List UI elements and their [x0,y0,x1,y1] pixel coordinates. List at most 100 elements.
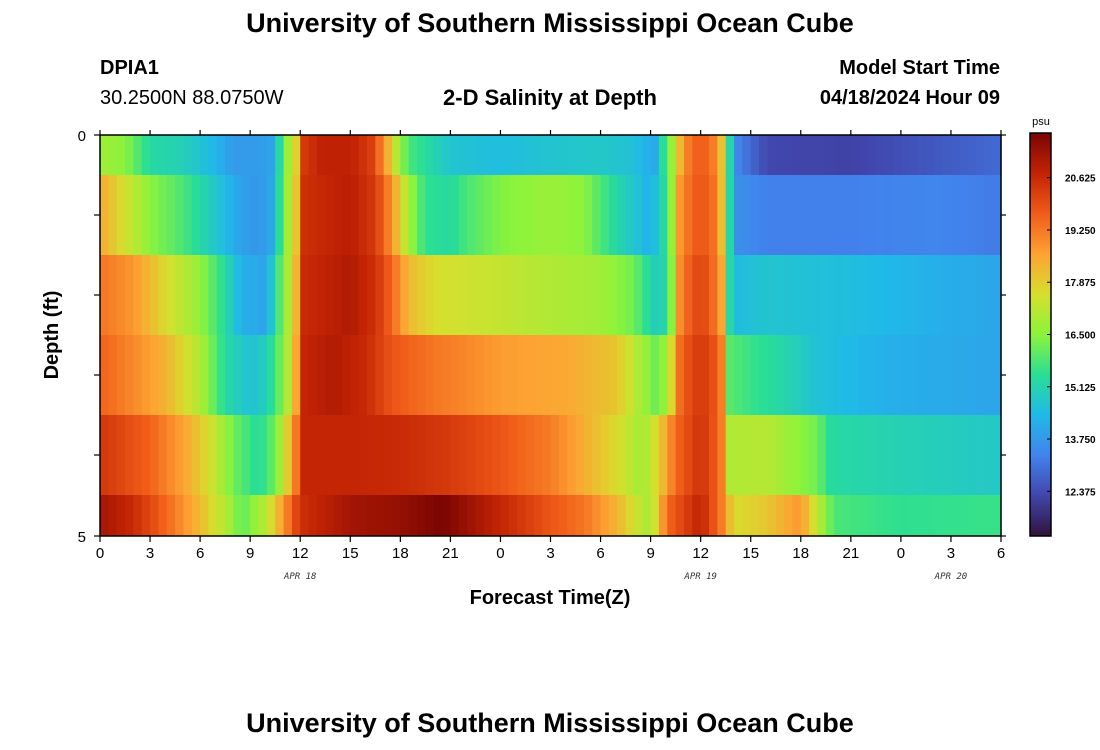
heatmap-cell [483,335,493,415]
heatmap-cell [375,495,385,536]
heatmap-cell [425,135,435,175]
heatmap-cell [734,255,743,335]
colorbar-tick-label: 19.250 [1065,226,1096,237]
heatmap-cell [133,335,143,415]
heatmap-cell [592,495,602,536]
heatmap-cell [575,415,585,495]
heatmap-cell [492,495,502,536]
heatmap-cell [525,175,535,255]
page-title-top: University of Southern Mississippi Ocean… [246,8,854,38]
heatmap-cell [158,335,168,415]
heatmap-cell [125,135,134,175]
heatmap-cell [525,495,535,536]
heatmap-cell [675,415,685,495]
colorbar-tick-label: 12.375 [1065,487,1096,498]
heatmap-cell [884,255,894,335]
heatmap-cell [308,495,318,536]
heatmap-cell [683,335,693,415]
heatmap-cell [867,175,877,255]
heatmap-cell [400,175,410,255]
heatmap-cell [967,495,977,536]
heatmap-cell [258,175,268,255]
heatmap-cell [683,495,693,536]
heatmap-cell [508,175,518,255]
heatmap-cell [859,175,869,255]
heatmap-cell [383,175,393,255]
heatmap-cell [942,335,952,415]
heatmap-cell [692,335,702,415]
heatmap-cell [517,255,527,335]
heatmap-cell [517,135,527,175]
heatmap-cell [925,335,935,415]
heatmap-cell [658,335,668,415]
heatmap-cell [583,175,593,255]
heatmap-cell [425,335,435,415]
heatmap-cell [450,175,460,255]
heatmap-cell [850,415,860,495]
heatmap-cell [308,415,318,495]
heatmap-cell [191,415,201,495]
heatmap-cell [984,495,994,536]
heatmap-cell [133,495,143,536]
heatmap-cell [633,135,643,175]
heatmap-cell [942,495,952,536]
heatmap-cell [867,135,877,175]
heatmap-cell [467,495,477,536]
heatmap-cell [942,255,952,335]
heatmap-cell [675,175,685,255]
heatmap-cell [900,335,910,415]
heatmap-cell [625,175,635,255]
heatmap-cell [967,335,977,415]
heatmap-cell [875,415,885,495]
heatmap-cell [742,415,752,495]
heatmap-cell [658,175,668,255]
heatmap-cell [241,175,251,255]
heatmap-cell [800,495,810,536]
heatmap-cell [909,415,919,495]
heatmap-cell [675,135,685,175]
heatmap-cell [241,495,251,536]
heatmap-cell [817,175,827,255]
heatmap-cell [742,175,752,255]
heatmap-cell [500,415,510,495]
heatmap-cell [500,495,510,536]
heatmap-cell [759,255,768,335]
heatmap-cell [667,335,677,415]
heatmap-cell [633,335,643,415]
heatmap-cell [525,135,535,175]
heatmap-cell [300,255,310,335]
heatmap-cell [108,255,118,335]
heatmap-cell [775,495,785,536]
heatmap-cell [300,495,310,536]
heatmap-cell [283,415,293,495]
x-axis-title: Forecast Time(Z) [470,587,631,609]
heatmap-cell [775,415,785,495]
heatmap-cell [909,495,919,536]
heatmap-cell [567,495,577,536]
heatmap-cell [191,255,201,335]
heatmap-cell [408,175,418,255]
heatmap-cell [984,335,994,415]
heatmap-cell [984,415,994,495]
heatmap-cell [450,255,460,335]
heatmap-cell [341,495,351,536]
heatmap-cell [925,255,935,335]
heatmap-cell [617,175,627,255]
heatmap-cell [558,335,568,415]
heatmap-cell [433,335,443,415]
heatmap-cell [108,135,118,175]
heatmap-cell [183,415,193,495]
heatmap-cell [617,135,627,175]
heatmap-cell [800,135,810,175]
heatmap-cell [391,175,401,255]
heatmap-cell [166,415,176,495]
heatmap-cell [175,335,185,415]
heatmap-cell [792,495,802,536]
heatmap-cell [934,415,944,495]
heatmap-cell [316,135,326,175]
heatmap-cell [492,255,502,335]
x-tick-label: 9 [246,545,254,562]
heatmap-cell [809,415,819,495]
heatmap-cell [867,495,877,536]
heatmap-cell [859,495,869,536]
